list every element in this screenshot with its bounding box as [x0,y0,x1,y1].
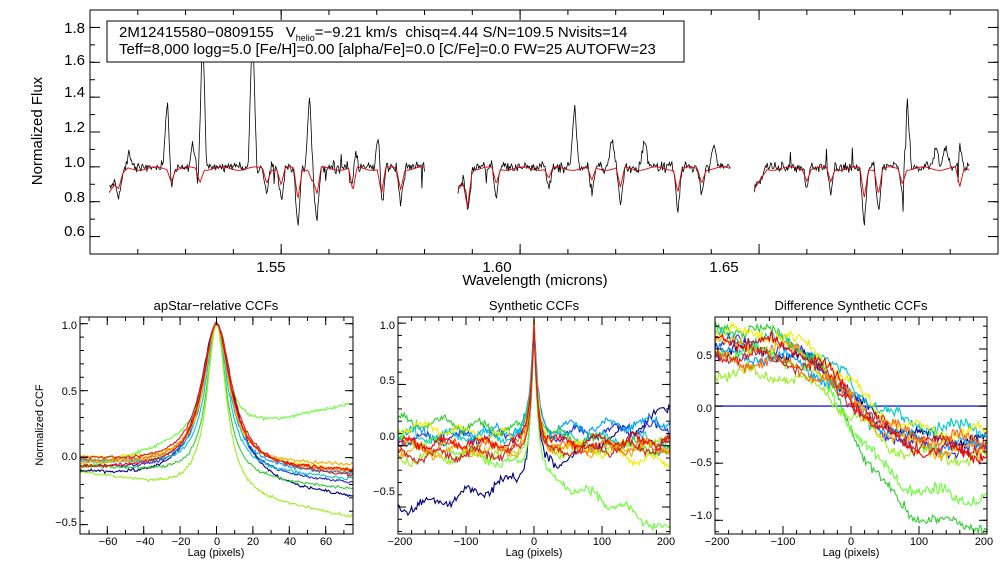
y-tick-label: 0.5 [697,350,712,362]
y-tick-label: 0.0 [380,431,395,443]
spectrum-data [108,30,970,226]
y-tick-label: 1.0 [380,320,395,332]
ccf-curve-12 [714,346,988,458]
x-tick-label: −200 [388,536,413,548]
spectrum-y-axis-label: Normalized Flux [29,76,46,185]
observed-spectrum-chip-3 [753,98,970,226]
x-tick-label: 0 [531,536,537,548]
x-tick-label: 0 [214,536,220,548]
x-tick-label: −100 [454,536,479,548]
apstar-ccf-frame [79,316,354,535]
y-tick-label: 1.6 [64,52,85,69]
y-tick-label: 1.0 [62,320,77,332]
difference-ccf-frame [714,316,988,535]
apstar-ccf-x-tick-labels: −60 −40 −20 0 20 40 60 [99,536,332,548]
difference-ccf-y-tick-labels: −1.0 −0.5 0.0 0.5 [690,350,712,522]
spectrum-x-axis-label: Wavelength (microns) [462,272,607,289]
spectrum-y-tick-labels: 0.6 0.8 1.0 1.2 1.4 1.6 1.8 [64,20,85,240]
y-tick-label: 0.0 [697,403,712,415]
spectrum-frame [89,9,999,255]
observed-spectrum-chip-1 [109,30,425,226]
apstar-ccf-x-axis-label: Lag (pixels) [188,547,245,559]
spectrum-panel: 1.55 1.60 1.65 0.6 0.8 1.0 1.2 1.4 1.6 1… [29,9,999,289]
info-line-1: 2M12415580−0809155 Vhelio=−9.21 km/s chisq… [119,24,628,43]
difference-ccf-panel: Difference Synthetic CCFs Lag (pixels) −… [690,298,993,559]
y-tick-label: −0.5 [690,457,712,469]
x-tick-label: 100 [910,536,928,548]
x-tick-label: 200 [657,536,675,548]
ccf-curve-4 [714,327,988,439]
ccf-curve-8 [714,321,988,445]
spectrum-ticks [89,9,999,255]
stellar-parameters: Teff=8,000 logg=5.0 [Fe/H]=0.00 [alpha/F… [119,41,656,58]
x-tick-label: 100 [593,536,611,548]
vhelio-prefix: V [286,24,296,41]
synthetic-ccf-frame [397,316,671,535]
y-tick-label: 1.8 [64,20,85,37]
y-tick-label: −0.5 [55,517,77,529]
apstar-ccf-ticks [80,317,353,534]
difference-ccf-title: Difference Synthetic CCFs [775,298,928,313]
observed-spectrum-chip-2 [457,104,731,213]
synthetic-spectrum-chip-3 [753,166,970,198]
synthetic-ccf-panel: Synthetic CCFs Lag (pixels) −200 −100 0 … [373,298,675,559]
synthetic-ccf-x-axis-label: Lag (pixels) [506,547,563,559]
synthetic-ccf-y-tick-labels: −0.5 0.0 0.5 1.0 [373,320,395,498]
x-tick-label: 1.55 [256,259,285,276]
x-tick-label: −100 [771,536,796,548]
ccf-curve-11 [714,330,988,465]
apstar-ccf-y-tick-labels: −0.5 0.0 0.5 1.0 [55,320,77,529]
ccf-curve-5 [714,320,988,534]
info-box-frame [106,20,685,63]
y-tick-label: 0.5 [380,375,395,387]
y-tick-label: 0.6 [64,223,85,240]
synthetic-spectrum-chip-2 [457,166,731,207]
difference-ccf-x-tick-labels: −200 −100 0 100 200 [705,536,994,548]
x-tick-label: −40 [136,536,155,548]
vhelio-subscript: helio [296,33,315,43]
difference-ccf-x-axis-label: Lag (pixels) [823,547,880,559]
x-tick-label: 20 [247,536,259,548]
info-box: 2M12415580−0809155 Vhelio=−9.21 km/s chisq… [106,20,685,63]
apstar-ccf-panel: apStar−relative CCFs Lag (pixels) Normal… [34,298,354,559]
x-tick-label: 1.60 [482,259,511,276]
ccf-curve-12 [397,329,671,466]
vhelio-value: =−9.21 km/s [315,24,398,41]
x-tick-label: 40 [284,536,296,548]
y-tick-label: 0.8 [64,189,85,206]
synthetic-ccf-title: Synthetic CCFs [489,298,580,313]
star-id: 2M12415580−0809155 [119,24,274,41]
y-tick-label: −0.5 [373,486,395,498]
y-tick-label: 1.0 [64,154,85,171]
synthetic-ccf-x-tick-labels: −200 −100 0 100 200 [388,536,676,548]
difference-ccf-curves [714,320,988,534]
apstar-ccf-title: apStar−relative CCFs [154,298,279,313]
x-tick-label: −20 [172,536,191,548]
y-tick-label: 1.4 [64,84,85,101]
y-tick-label: 1.2 [64,119,85,136]
ccf-curve-10 [714,349,988,452]
x-tick-label: 60 [320,536,332,548]
x-tick-label: 1.65 [709,259,738,276]
x-tick-label: 200 [975,536,993,548]
spectrum-x-tick-labels: 1.55 1.60 1.65 [256,259,738,276]
apstar-ccf-y-axis-label: Normalized CCF [34,384,46,466]
synthetic-spectrum-chip-1 [108,166,425,200]
y-tick-label: −1.0 [690,510,712,522]
x-tick-label: −60 [99,536,118,548]
y-tick-label: 0.5 [62,386,77,398]
x-tick-label: 0 [848,536,854,548]
fit-statistics: chisq=4.44 S/N=109.5 Nvisits=14 [405,24,627,41]
x-tick-label: −200 [705,536,730,548]
y-tick-label: 0.0 [62,451,77,463]
